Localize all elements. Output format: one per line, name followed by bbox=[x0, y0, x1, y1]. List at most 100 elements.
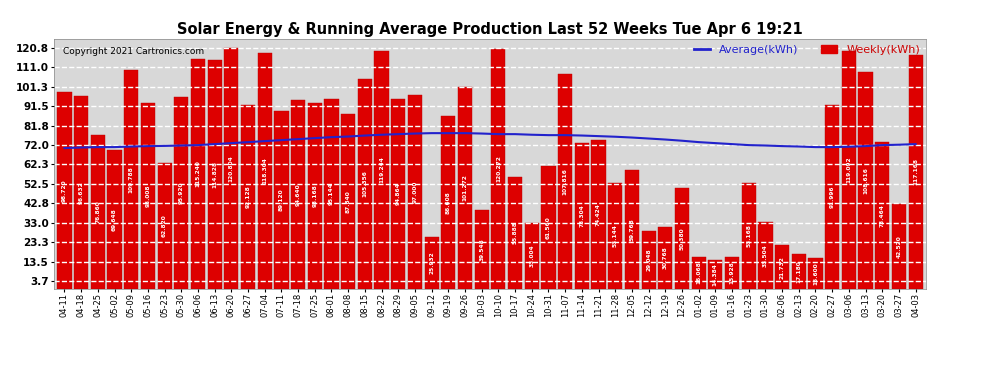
Bar bbox=[124, 70, 139, 289]
Bar bbox=[809, 258, 823, 289]
Bar bbox=[575, 142, 589, 289]
Bar bbox=[591, 140, 606, 289]
Text: 61.560: 61.560 bbox=[545, 216, 551, 239]
Title: Solar Energy & Running Average Production Last 52 Weeks Tue Apr 6 19:21: Solar Energy & Running Average Productio… bbox=[177, 22, 803, 37]
Bar bbox=[642, 231, 655, 289]
Bar bbox=[425, 237, 439, 289]
Bar bbox=[858, 72, 872, 289]
Text: 119.244: 119.244 bbox=[379, 156, 384, 183]
Text: 117.168: 117.168 bbox=[913, 158, 918, 185]
Text: 119.092: 119.092 bbox=[846, 157, 851, 183]
Text: 17.180: 17.180 bbox=[796, 260, 801, 283]
Bar bbox=[658, 227, 672, 289]
Text: 74.424: 74.424 bbox=[596, 203, 601, 226]
Text: 89.120: 89.120 bbox=[279, 189, 284, 211]
Text: 114.828: 114.828 bbox=[212, 161, 217, 188]
Bar bbox=[191, 59, 205, 289]
Bar bbox=[391, 99, 405, 289]
Text: 109.788: 109.788 bbox=[129, 166, 134, 193]
Bar bbox=[825, 105, 840, 289]
Text: 16.068: 16.068 bbox=[696, 261, 701, 284]
Text: 69.648: 69.648 bbox=[112, 208, 117, 231]
Bar bbox=[74, 96, 88, 289]
Text: 15.928: 15.928 bbox=[730, 261, 735, 284]
Text: 94.864: 94.864 bbox=[396, 183, 401, 206]
Text: 95.920: 95.920 bbox=[179, 182, 184, 204]
Bar bbox=[625, 170, 639, 289]
Text: 21.732: 21.732 bbox=[779, 256, 785, 279]
Bar bbox=[442, 116, 455, 289]
Text: 91.996: 91.996 bbox=[830, 186, 835, 208]
Bar bbox=[458, 87, 472, 289]
Bar bbox=[892, 204, 906, 289]
Text: 118.304: 118.304 bbox=[262, 157, 267, 184]
Bar bbox=[91, 135, 105, 289]
Text: 120.804: 120.804 bbox=[229, 155, 234, 182]
Bar bbox=[758, 222, 772, 289]
Bar bbox=[374, 51, 389, 289]
Text: 105.356: 105.356 bbox=[362, 170, 367, 197]
Bar bbox=[408, 95, 422, 289]
Legend: Average(kWh), Weekly(kWh): Average(kWh), Weekly(kWh) bbox=[689, 40, 925, 60]
Text: 42.520: 42.520 bbox=[897, 235, 902, 258]
Text: 76.860: 76.860 bbox=[95, 201, 100, 223]
Text: 87.840: 87.840 bbox=[346, 190, 350, 213]
Bar bbox=[325, 99, 339, 289]
Bar bbox=[491, 49, 506, 289]
Bar bbox=[542, 166, 555, 289]
Bar bbox=[174, 98, 188, 289]
Text: 14.384: 14.384 bbox=[713, 263, 718, 286]
Bar bbox=[909, 55, 923, 289]
Bar bbox=[141, 103, 155, 289]
Text: 30.768: 30.768 bbox=[662, 247, 668, 269]
Text: Copyright 2021 Cartronics.com: Copyright 2021 Cartronics.com bbox=[63, 47, 204, 56]
Bar bbox=[57, 92, 71, 289]
Text: 92.128: 92.128 bbox=[246, 186, 250, 208]
Text: 86.608: 86.608 bbox=[446, 191, 450, 214]
Bar bbox=[225, 48, 239, 289]
Bar bbox=[775, 245, 789, 289]
Bar bbox=[792, 255, 806, 289]
Text: 94.640: 94.640 bbox=[296, 183, 301, 206]
Text: 120.272: 120.272 bbox=[496, 155, 501, 182]
Text: 53.144: 53.144 bbox=[613, 224, 618, 247]
Text: 98.720: 98.720 bbox=[62, 179, 67, 202]
Text: 29.048: 29.048 bbox=[646, 249, 651, 271]
Text: 93.008: 93.008 bbox=[146, 185, 150, 207]
Bar bbox=[842, 51, 856, 289]
Text: 95.144: 95.144 bbox=[329, 183, 334, 205]
Bar bbox=[742, 183, 755, 289]
Text: 107.816: 107.816 bbox=[562, 168, 567, 195]
Bar bbox=[708, 260, 723, 289]
Text: 73.464: 73.464 bbox=[880, 204, 885, 227]
Bar bbox=[875, 142, 889, 289]
Bar bbox=[291, 100, 305, 289]
Bar bbox=[558, 74, 572, 289]
Text: 115.240: 115.240 bbox=[195, 160, 201, 187]
Bar bbox=[157, 164, 171, 289]
Bar bbox=[675, 188, 689, 289]
Bar bbox=[308, 103, 322, 289]
Bar bbox=[108, 150, 122, 289]
Text: 59.768: 59.768 bbox=[630, 218, 635, 240]
Text: 50.380: 50.380 bbox=[679, 227, 684, 250]
Text: 97.000: 97.000 bbox=[413, 181, 418, 203]
Text: 33.504: 33.504 bbox=[763, 244, 768, 267]
Text: 53.168: 53.168 bbox=[746, 224, 751, 247]
Text: 62.820: 62.820 bbox=[162, 215, 167, 237]
Text: 39.548: 39.548 bbox=[479, 238, 484, 261]
Bar bbox=[257, 53, 272, 289]
Text: 108.616: 108.616 bbox=[863, 167, 868, 194]
Bar bbox=[692, 257, 706, 289]
Bar bbox=[474, 210, 489, 289]
Text: 55.888: 55.888 bbox=[513, 222, 518, 245]
Bar bbox=[274, 111, 288, 289]
Text: 33.004: 33.004 bbox=[530, 244, 535, 267]
Bar bbox=[725, 257, 740, 289]
Bar bbox=[357, 79, 372, 289]
Text: 15.600: 15.600 bbox=[813, 262, 818, 285]
Text: 25.932: 25.932 bbox=[429, 252, 435, 274]
Bar bbox=[342, 114, 355, 289]
Text: 73.304: 73.304 bbox=[579, 204, 584, 227]
Bar bbox=[525, 223, 539, 289]
